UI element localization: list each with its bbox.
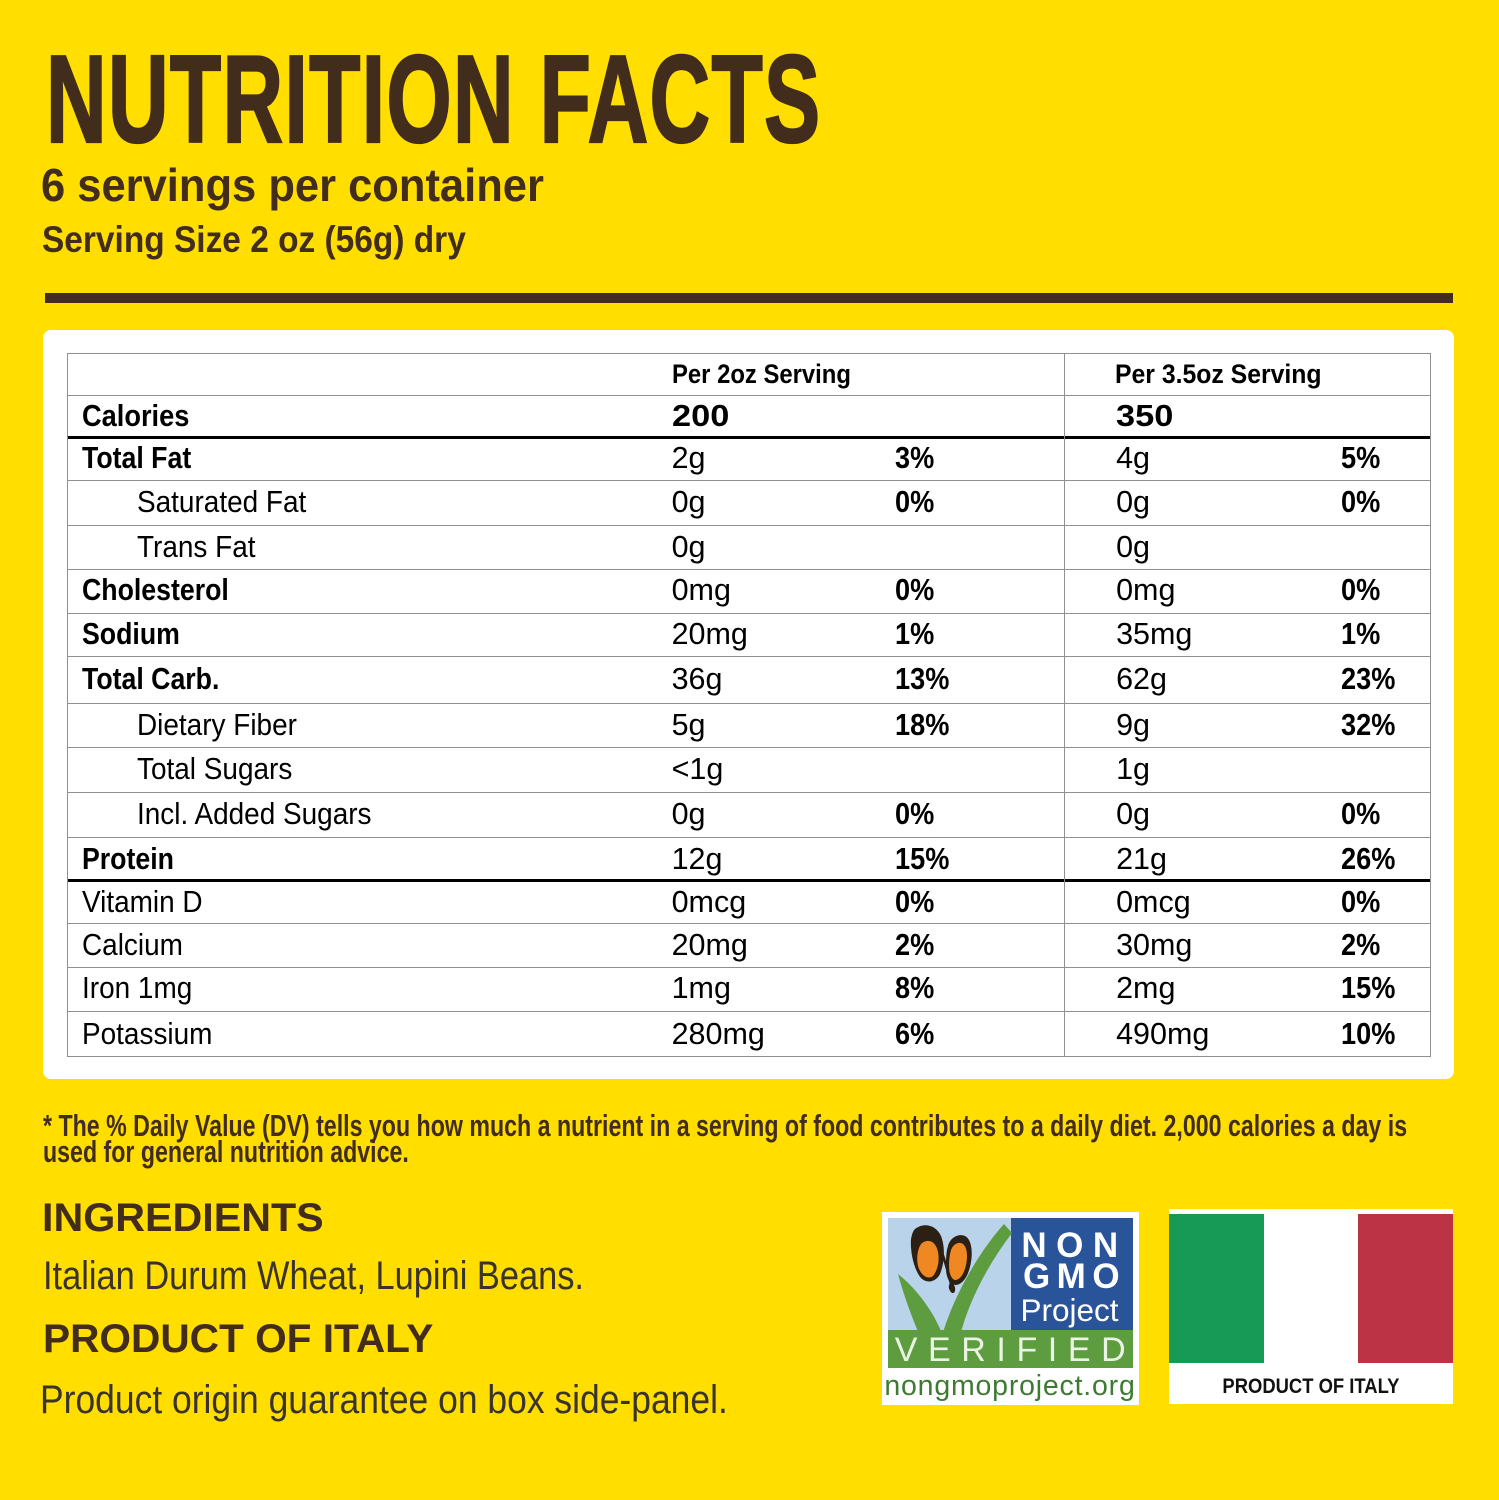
svg-text:GMO: GMO [1023, 1257, 1126, 1296]
svg-text:VERIFIED: VERIFIED [895, 1331, 1137, 1369]
svg-text:nongmoproject.org: nongmoproject.org [884, 1370, 1135, 1402]
svg-text:Project: Project [1020, 1292, 1118, 1328]
svg-text:NON: NON [1021, 1226, 1127, 1265]
